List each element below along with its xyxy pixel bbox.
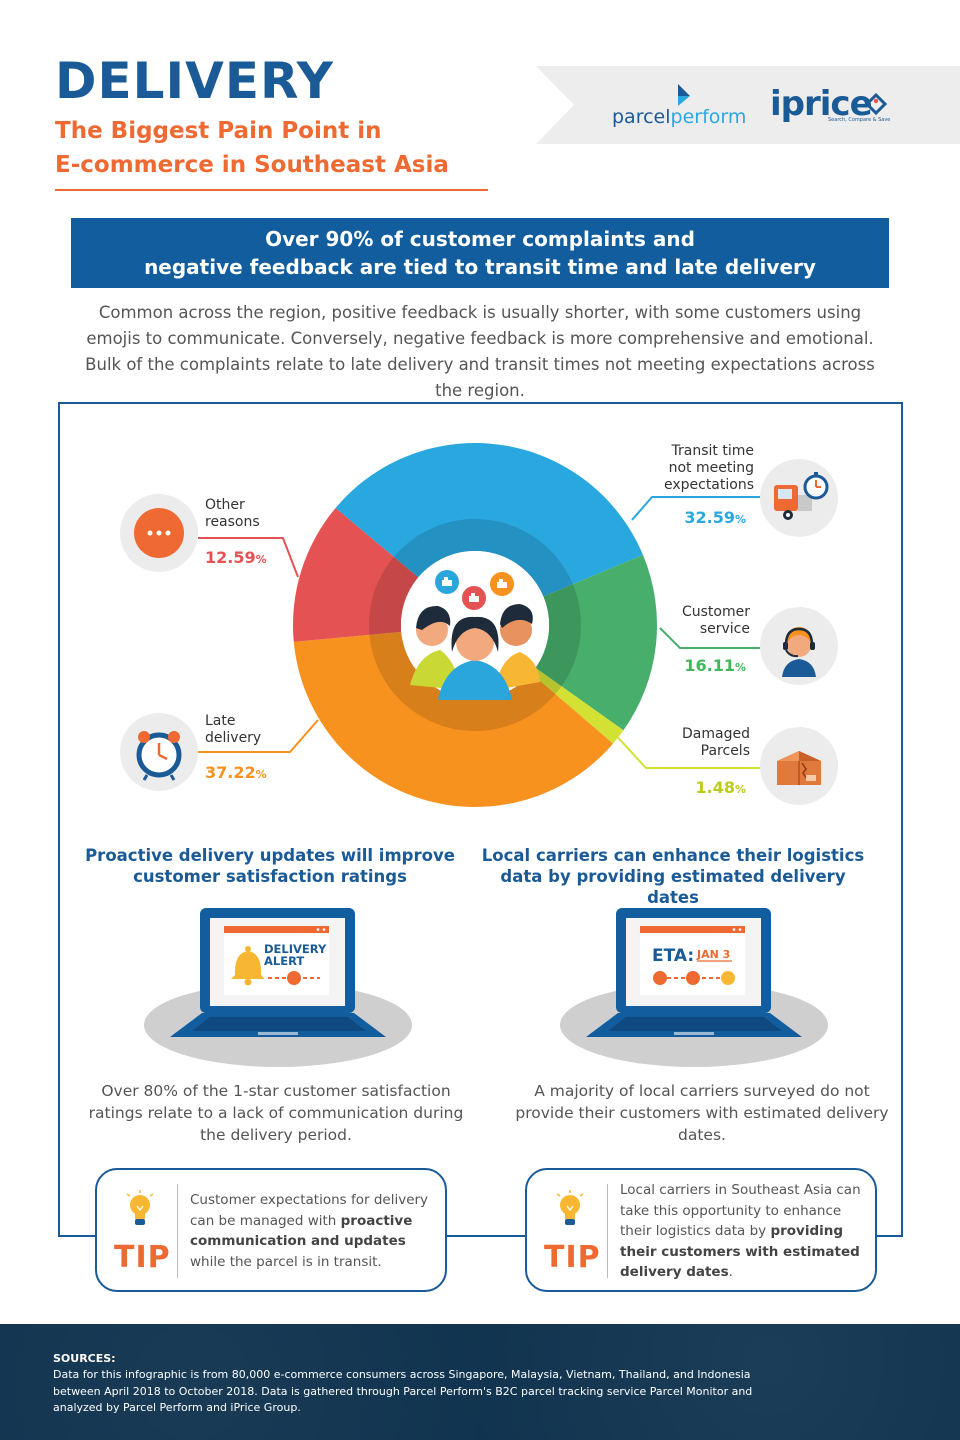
slice-value-number: 37.22 <box>205 763 256 782</box>
page-title: DELIVERY <box>55 52 334 110</box>
right-tip-text: Local carriers in Southeast Asia can tak… <box>620 1180 865 1283</box>
logo-band <box>536 66 960 144</box>
tip-divider <box>177 1184 178 1278</box>
slice-value-number: 12.59 <box>205 548 256 567</box>
delivery-alert-line-2: ALERT <box>264 954 304 968</box>
left-tip-text: Customer expectations for delivery can b… <box>190 1190 435 1272</box>
slice-value-transit: 32.59% <box>660 508 746 527</box>
slice-label-line: reasons <box>205 514 260 530</box>
slice-label-line: Customer <box>681 604 750 620</box>
slice-value-suffix: % <box>734 513 746 526</box>
eta-label: ETA: <box>652 946 694 966</box>
alarm-clock-icon <box>136 731 182 781</box>
tip-divider <box>607 1184 608 1278</box>
slice-value-customer-service: 16.11% <box>660 656 746 675</box>
eta-date: JAN 3 <box>696 948 730 961</box>
content-frame <box>58 402 903 1237</box>
laptop-eta-illustration: ETA: JAN 3 <box>560 908 828 1067</box>
iprice-tagline: Search, Compare & Save <box>828 117 891 123</box>
customer-service-icon-circle <box>760 607 838 685</box>
sources-heading: SOURCES: <box>53 1352 116 1365</box>
iprice-logo: iprice Search, Compare & Save <box>770 84 900 134</box>
heading-line: Proactive delivery updates will improve <box>85 846 455 865</box>
slice-value-other: 12.59% <box>205 548 267 567</box>
parcelperform-wordmark: parcelperform <box>612 106 746 128</box>
ellipsis-bubble-icon <box>134 508 184 558</box>
slice-label-line: delivery <box>205 730 262 746</box>
slice-value-suffix: % <box>255 553 267 566</box>
slice-label-customer-service: Customer service <box>662 604 750 638</box>
page-subtitle: The Biggest Pain Point in E-commerce in … <box>55 114 495 182</box>
tip-text-part: . <box>728 1264 733 1280</box>
slice-label-line: Late <box>205 713 236 729</box>
banner-line-1: Over 90% of customer complaints and <box>265 227 695 251</box>
iprice-wordmark: iprice <box>770 84 873 124</box>
slice-value-damaged: 1.48% <box>660 778 746 797</box>
slice-label-line: Other <box>205 497 245 513</box>
subtitle-line-1: The Biggest Pain Point in <box>55 118 382 144</box>
lightbulb-icon <box>556 1190 584 1225</box>
slice-label-line: Parcels <box>700 743 750 759</box>
delivery-truck-stopwatch-icon <box>774 472 829 520</box>
title-divider <box>55 189 488 191</box>
sources-text: Data for this infographic is from 80,000… <box>53 1368 753 1414</box>
tip-label: TIP <box>114 1240 171 1275</box>
parcelperform-word-b: perform <box>670 106 747 128</box>
customer-service-agent-icon <box>782 627 816 677</box>
slice-label-damaged: Damaged Parcels <box>662 726 750 760</box>
delivery-alert-line-1: DELIVERY <box>264 942 327 956</box>
headline-banner: Over 90% of customer complaints and nega… <box>71 218 889 288</box>
heading-line: data by providing estimated delivery dat… <box>500 867 846 907</box>
parcelperform-logo: parcelperform <box>612 84 762 134</box>
tip-text-part: Customer expectations for delivery can b… <box>190 1192 429 1229</box>
tip-label: TIP <box>544 1240 601 1275</box>
slice-value-late: 37.22% <box>205 763 267 782</box>
subtitle-line-2: E-commerce in Southeast Asia <box>55 152 449 178</box>
parcelperform-word-a: parcel <box>612 106 671 128</box>
left-column-text: Over 80% of the 1-star customer satisfac… <box>88 1082 464 1144</box>
slice-value-suffix: % <box>734 661 746 674</box>
slice-label-other: Other reasons <box>205 497 260 531</box>
slice-value-suffix: % <box>255 768 267 781</box>
slice-label-transit: Transit time not meeting expectations <box>662 443 754 494</box>
tip-text-part: Local carriers in Southeast Asia can tak… <box>620 1182 861 1239</box>
tip-text-bold: providing their customers with estimated… <box>620 1223 860 1280</box>
frame-bottom-segment <box>446 1235 528 1237</box>
slice-label-line: Damaged <box>682 726 750 742</box>
sources-footer: SOURCES: Data for this infographic is fr… <box>0 1324 960 1440</box>
slice-value-number: 16.11 <box>684 656 735 675</box>
damaged-icon-circle <box>760 727 838 805</box>
tip-text-bold: proactive communication and updates <box>190 1212 413 1250</box>
slice-value-number: 1.48 <box>695 778 735 797</box>
left-column-heading: Proactive delivery updates will improve … <box>70 845 470 887</box>
heading-line: Local carriers can enhance their logisti… <box>481 846 865 865</box>
lightbulb-icon <box>126 1190 154 1225</box>
parcelperform-mark-icon <box>678 84 690 106</box>
slice-value-suffix: % <box>734 783 746 796</box>
tip-text-part: while the parcel is in transit. <box>190 1253 382 1270</box>
slice-label-late: Late delivery <box>205 713 261 747</box>
slice-label-line: not meeting <box>668 460 754 476</box>
right-tip-box: TIP Local carriers in Southeast Asia can… <box>525 1168 877 1292</box>
damaged-box-icon <box>777 751 821 785</box>
transit-icon-circle <box>760 459 838 537</box>
right-column-text: A majority of local carriers surveyed do… <box>515 1082 889 1144</box>
iprice-tag-icon <box>864 92 888 116</box>
heading-line: customer satisfaction ratings <box>133 867 407 886</box>
slice-value-number: 32.59 <box>684 508 735 527</box>
other-icon-circle <box>120 494 198 572</box>
slice-label-line: Transit time <box>671 443 754 459</box>
slice-label-line: expectations <box>663 477 754 493</box>
laptop-delivery-alert-illustration: DELIVERY ALERT <box>144 908 412 1067</box>
frame-bottom-segment <box>58 1235 98 1237</box>
frame-bottom-segment <box>876 1235 903 1237</box>
left-tip-box: TIP Customer expectations for delivery c… <box>95 1168 447 1292</box>
late-icon-circle <box>120 713 198 791</box>
banner-line-2: negative feedback are tied to transit ti… <box>144 255 816 279</box>
slice-label-line: service <box>699 621 750 637</box>
intro-paragraph: Common across the region, positive feedb… <box>85 303 875 400</box>
right-column-heading: Local carriers can enhance their logisti… <box>473 845 873 908</box>
